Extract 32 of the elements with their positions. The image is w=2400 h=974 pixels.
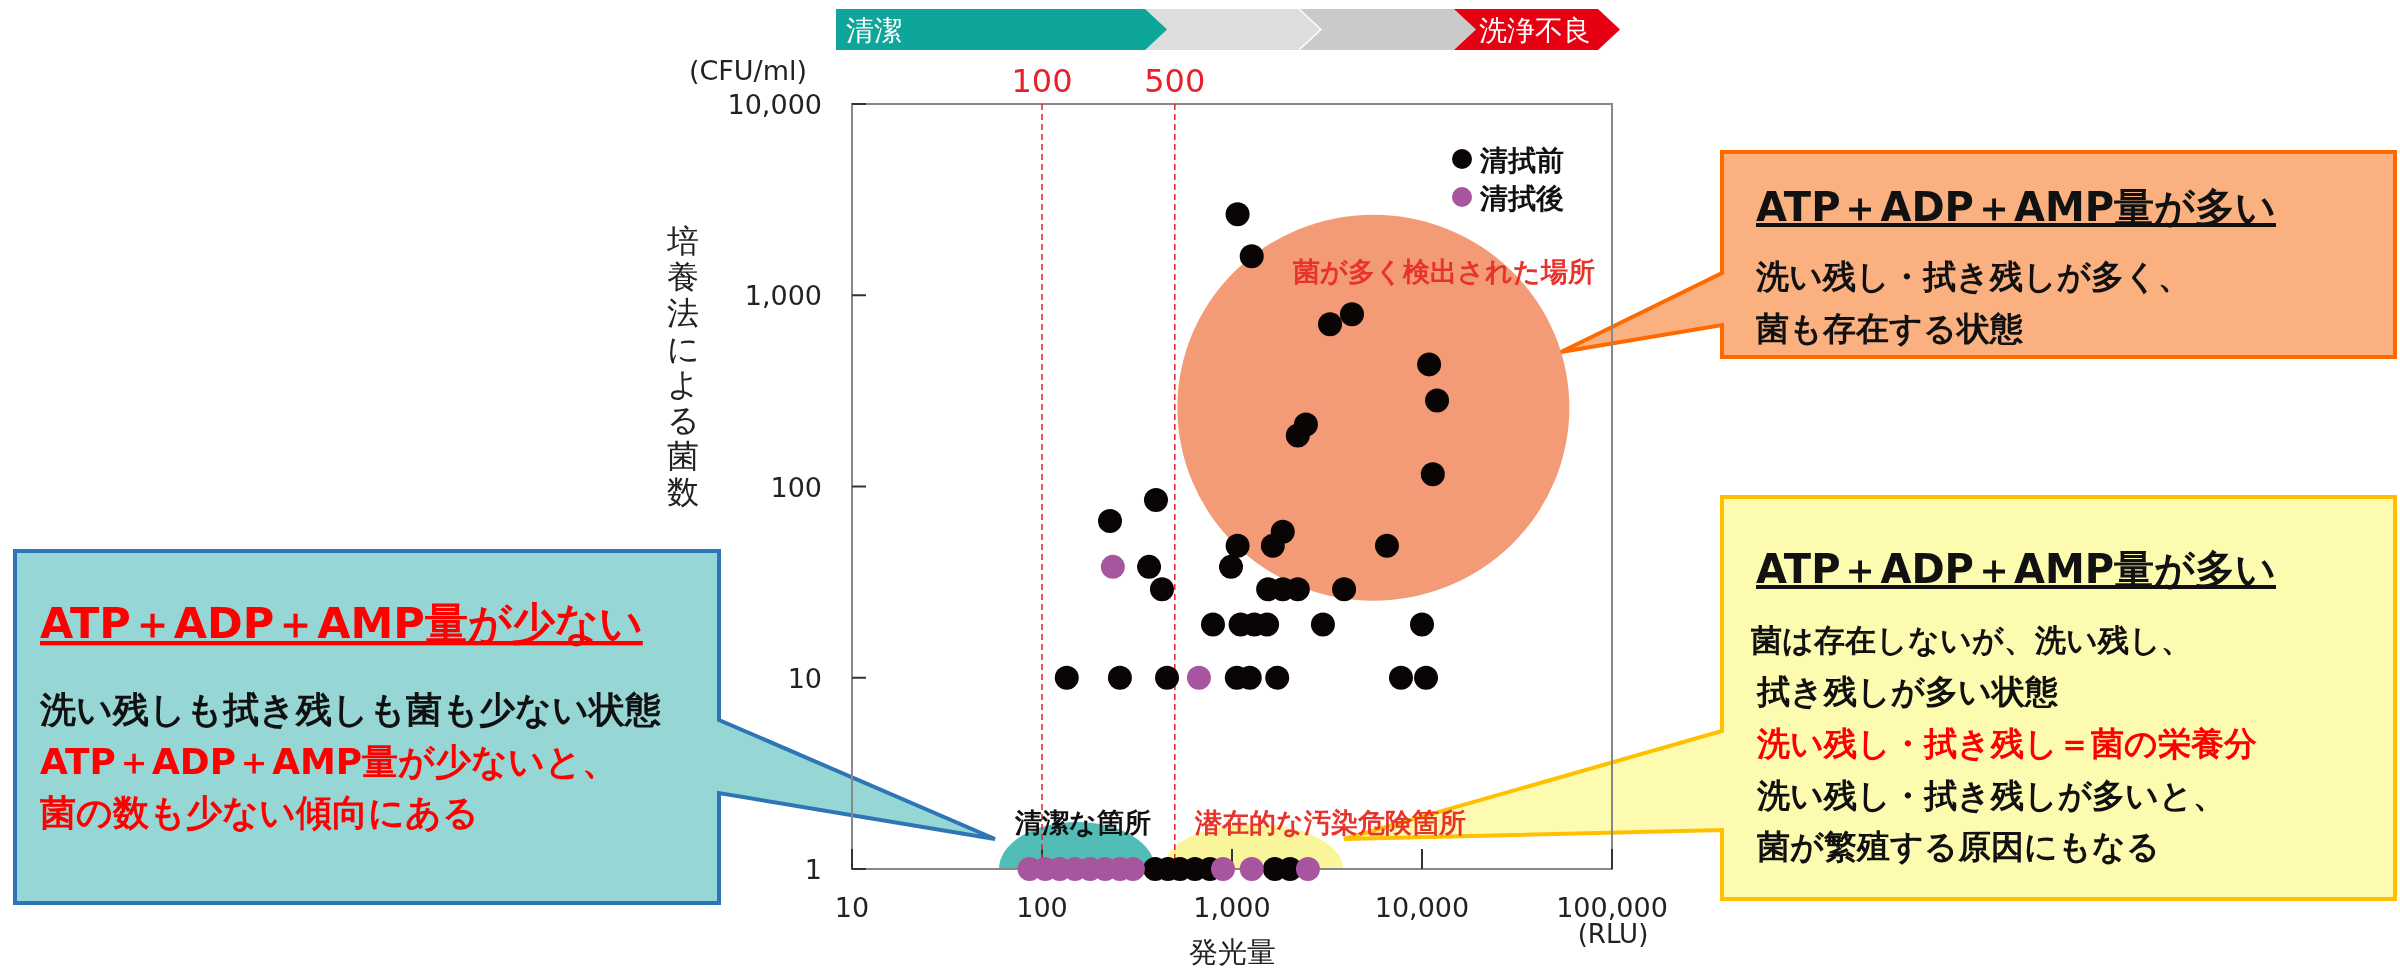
text: ATP＋ADP＋AMP量が多い	[1756, 546, 2277, 592]
text: 洗い残し・拭き残しが多く、	[1755, 257, 2191, 296]
text: 菌の数も少ない傾向にある	[40, 792, 479, 833]
text: 菌も存在する状態	[1755, 309, 2023, 348]
y-tick-label: 1	[804, 854, 822, 885]
y-axis-title: 培養法による菌数	[666, 222, 700, 511]
annotation: 菌が多く検出された場所	[1292, 256, 1595, 287]
legend-label: 清拭前	[1479, 144, 1564, 177]
x-tick-label: 100	[1016, 892, 1068, 923]
x-tick-label: 10,000	[1374, 892, 1470, 923]
text: 拭き残しが多い状態	[1756, 672, 2058, 711]
ref-line-label: 100	[1011, 62, 1073, 100]
text: ATP＋ADP＋AMP量が少ない	[40, 598, 643, 648]
x-tick-label: 1,000	[1193, 892, 1271, 923]
y-tick-label: 100	[770, 471, 822, 503]
text: 洗浄不良	[1479, 14, 1591, 47]
y-tick-label: 1,000	[744, 280, 822, 312]
x-tick-label: 10	[834, 892, 870, 923]
y-tick-label: 10,000	[727, 89, 822, 120]
text: ATP＋ADP＋AMP量が多い	[1756, 184, 2277, 230]
x-axis-title: 発光量	[1188, 935, 1276, 969]
legend-label: 清拭後	[1479, 182, 1564, 215]
ref-line-label: 500	[1144, 62, 1206, 100]
text: 洗い残し・拭き残し＝菌の栄養分	[1756, 724, 2257, 763]
text: (CFU/ml)	[688, 55, 808, 86]
y-tick-label: 10	[787, 662, 822, 694]
text: 洗い残し・拭き残しが多いと、	[1756, 776, 2226, 815]
text: 菌が繁殖する原因にもなる	[1756, 827, 2160, 866]
text: 清潔	[846, 14, 902, 47]
text: ATP＋ADP＋AMP量が少ないと、	[40, 741, 619, 782]
text: 菌は存在しないが、洗い残し、	[1750, 622, 2192, 658]
text: 洗い残しも拭き残しも菌も少ない状態	[39, 689, 661, 730]
